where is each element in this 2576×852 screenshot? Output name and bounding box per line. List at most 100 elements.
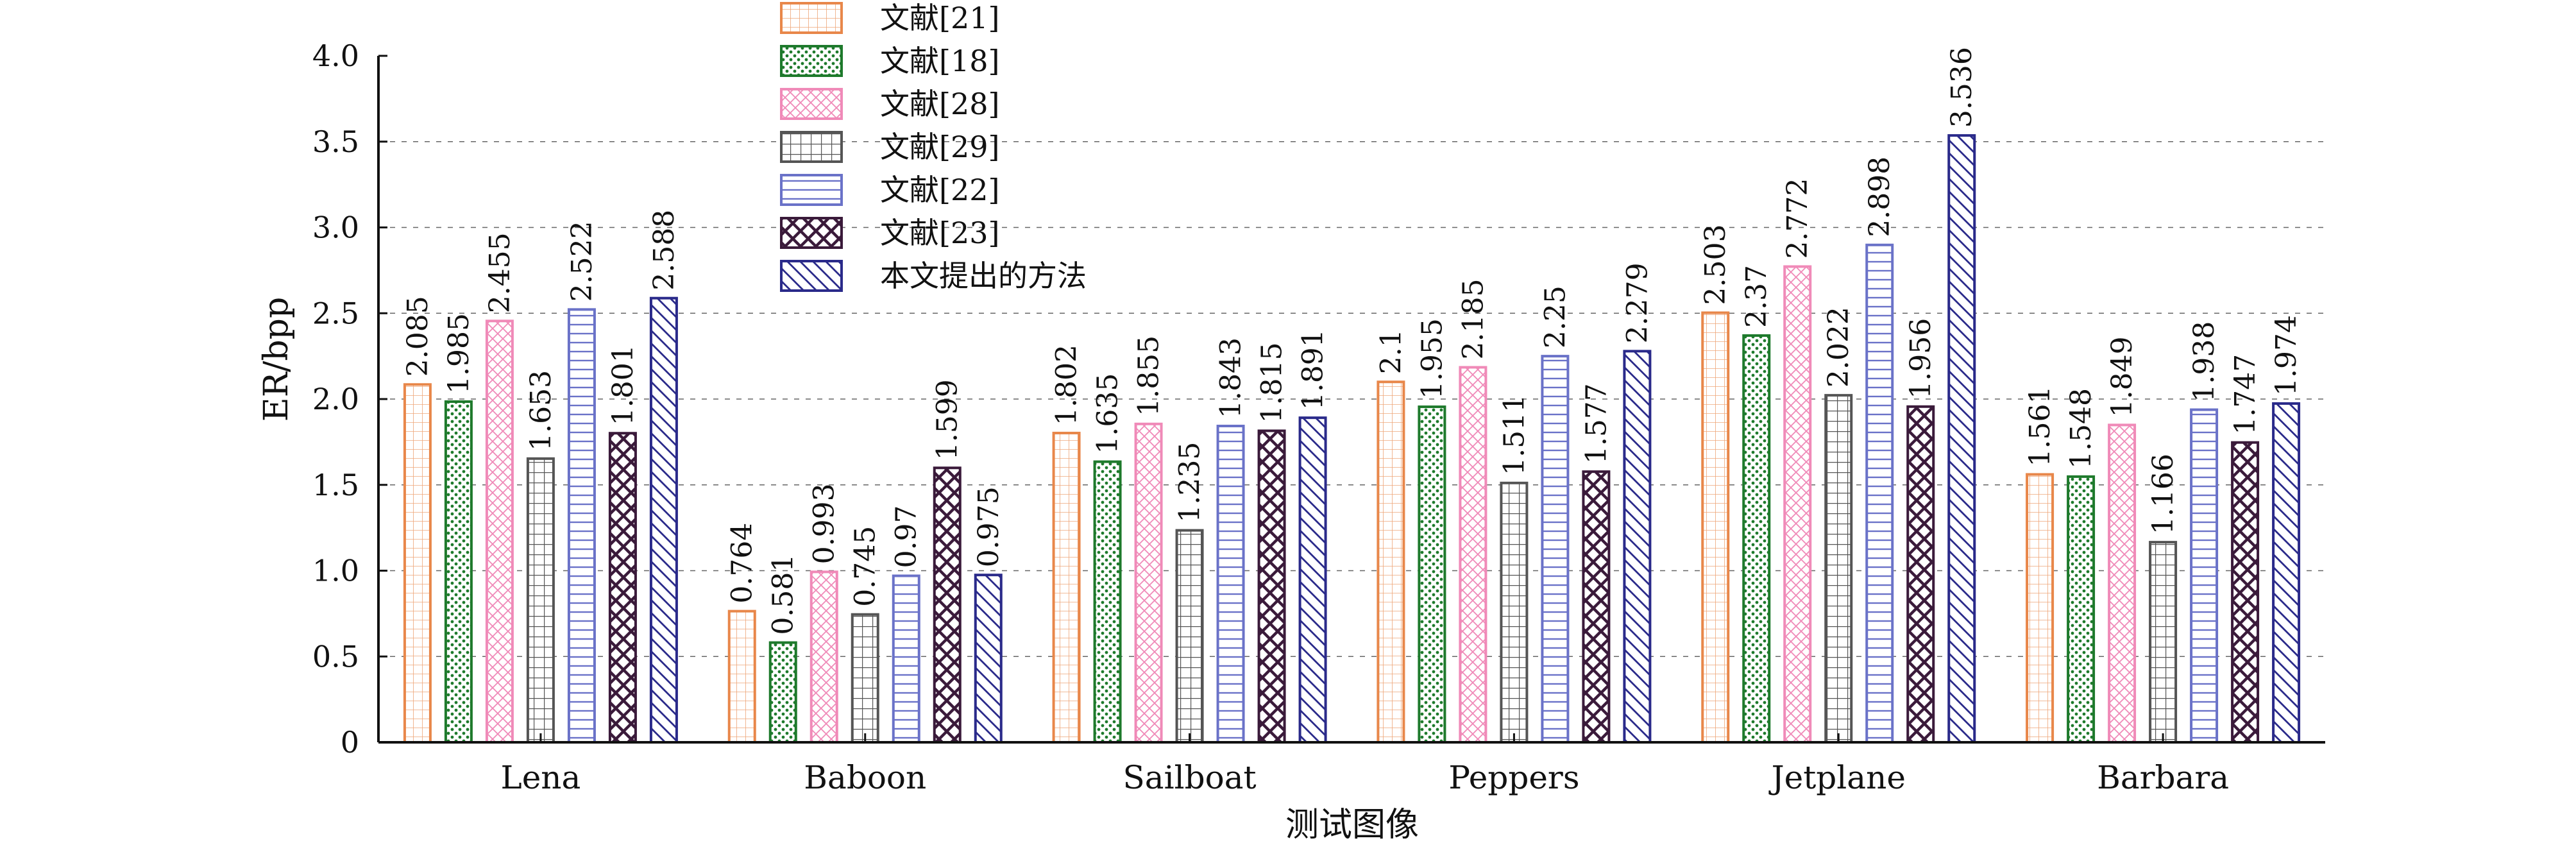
- legend-swatch: [780, 45, 843, 77]
- bar-sailboat-series-0: [1052, 431, 1081, 744]
- data-label: 1.653: [525, 370, 557, 451]
- x-category-labels: Lena Baboon Sailboat Peppers Jetplane Barbara: [501, 733, 2229, 796]
- data-label: 2.25: [1539, 285, 1572, 348]
- data-label: 1.548: [2065, 388, 2097, 469]
- data-label: 1.561: [2024, 386, 2056, 466]
- bar-barbara-series-5: [2231, 441, 2260, 744]
- bar-barbara-series-6: [2272, 402, 2301, 744]
- data-label: 1.855: [1133, 336, 1165, 416]
- data-label: 1.511: [1498, 395, 1530, 475]
- legend-label: 文献[28]: [880, 87, 999, 121]
- y-tick-label: 2.0: [312, 382, 359, 416]
- y-ticks: 0 0.5 1.0 1.5 2.0 2.5 3.0 3.5 4.0: [312, 38, 387, 760]
- bar-baboon-series-4: [892, 574, 920, 744]
- bar-sailboat-series-1: [1093, 460, 1122, 744]
- legend: 文献[21] 文献[18] 文献[28] 文献[29] 文献[22] 文献[23] 本文提出…: [780, 1, 1087, 293]
- bar-peppers-series-6: [1623, 350, 1652, 744]
- legend-swatch: [780, 260, 843, 292]
- data-label: 1.235: [1174, 442, 1207, 523]
- y-tick-label: 0: [341, 725, 359, 760]
- data-label: 1.891: [1297, 329, 1330, 410]
- data-label: 0.764: [726, 523, 759, 604]
- bar-peppers-series-3: [1500, 481, 1529, 744]
- data-label: 1.802: [1051, 345, 1083, 425]
- bar-peppers-series-5: [1582, 470, 1611, 744]
- bar-lena-series-2: [485, 320, 514, 744]
- bar-lena-series-1: [444, 400, 473, 744]
- legend-label: 文献[29]: [880, 130, 999, 164]
- x-category-label: Barbara: [2097, 759, 2229, 796]
- bar-barbara-series-2: [2108, 423, 2137, 744]
- legend-label: 本文提出的方法: [880, 259, 1087, 293]
- bar-peppers-series-4: [1541, 355, 1570, 744]
- legend-swatch: [780, 2, 843, 34]
- data-label: 0.581: [767, 554, 800, 635]
- bar-barbara-series-1: [2067, 475, 2096, 744]
- data-label: 2.503: [1699, 224, 1732, 305]
- bar-barbara-series-3: [2149, 541, 2178, 744]
- bar-sailboat-series-3: [1175, 529, 1204, 744]
- data-label: 1.938: [2188, 321, 2221, 402]
- legend-swatch: [780, 131, 843, 163]
- y-tick-label: 4.0: [312, 38, 359, 73]
- data-label: 2.279: [1621, 262, 1654, 343]
- y-tick-label: 2.5: [312, 296, 359, 330]
- bar-jetplane-series-3: [1824, 394, 1853, 744]
- legend-swatch: [780, 88, 843, 120]
- bar-lena-series-6: [649, 296, 678, 744]
- y-tick-label: 1.5: [312, 468, 359, 502]
- x-category-label: Baboon: [804, 759, 926, 796]
- x-category-label: Lena: [501, 759, 581, 796]
- y-tick-label: 1.0: [312, 554, 359, 588]
- x-category-label: Sailboat: [1123, 759, 1257, 796]
- data-label: 1.815: [1256, 343, 1289, 423]
- data-label: 1.843: [1215, 337, 1248, 418]
- bar-sailboat-series-2: [1134, 422, 1163, 744]
- x-axis-title: 测试图像: [1285, 806, 1419, 844]
- data-label: 0.975: [972, 486, 1005, 567]
- data-label: 2.898: [1863, 157, 1896, 237]
- x-category-label: Peppers: [1448, 759, 1579, 796]
- data-label: 2.772: [1781, 178, 1814, 259]
- y-axis-title: ER/bpp: [257, 297, 296, 422]
- data-label: 1.974: [2270, 315, 2303, 396]
- bar-baboon-series-0: [727, 609, 756, 744]
- data-label: 2.085: [402, 296, 434, 377]
- bar-peppers-series-0: [1377, 380, 1405, 744]
- bar-barbara-series-4: [2190, 408, 2219, 744]
- data-label: 2.022: [1822, 307, 1855, 388]
- data-label: 2.588: [648, 210, 681, 291]
- data-label: 1.577: [1580, 383, 1613, 464]
- legend-label: 文献[22]: [880, 173, 999, 207]
- data-label: 1.955: [1416, 318, 1448, 399]
- dashed-gridlines: [378, 141, 2325, 657]
- data-label: 1.956: [1904, 318, 1937, 399]
- data-label: 1.747: [2229, 354, 2262, 435]
- bar-peppers-series-1: [1418, 405, 1446, 744]
- data-label: 2.37: [1740, 265, 1773, 328]
- legend-label: 文献[23]: [880, 216, 999, 250]
- y-tick-label: 3.5: [312, 124, 359, 159]
- bar-baboon-series-2: [809, 570, 838, 744]
- data-label: 1.801: [607, 345, 640, 425]
- y-tick-label: 3.0: [312, 210, 359, 245]
- legend-label: 文献[18]: [880, 44, 999, 78]
- bar-lena-series-5: [608, 432, 637, 744]
- data-label: 2.455: [484, 232, 516, 313]
- bar-lena-series-4: [567, 308, 596, 744]
- data-label: 2.522: [566, 221, 598, 302]
- bar-baboon-series-1: [768, 641, 797, 744]
- bar-baboon-series-5: [933, 466, 962, 744]
- bar-baboon-series-3: [851, 613, 879, 744]
- data-label: 1.599: [931, 379, 964, 460]
- legend-label: 文献[21]: [880, 1, 999, 35]
- data-label: 1.985: [443, 313, 475, 394]
- data-label: 0.745: [849, 526, 882, 607]
- data-label: 2.185: [1457, 279, 1489, 360]
- data-label: 3.536: [1945, 47, 1978, 128]
- axes: 0 0.5 1.0 1.5 2.0 2.5 3.0 3.5 4.0 Lena Baboon Sail…: [312, 38, 2325, 796]
- data-label: 1.166: [2147, 454, 2180, 534]
- data-label: 1.849: [2106, 336, 2139, 417]
